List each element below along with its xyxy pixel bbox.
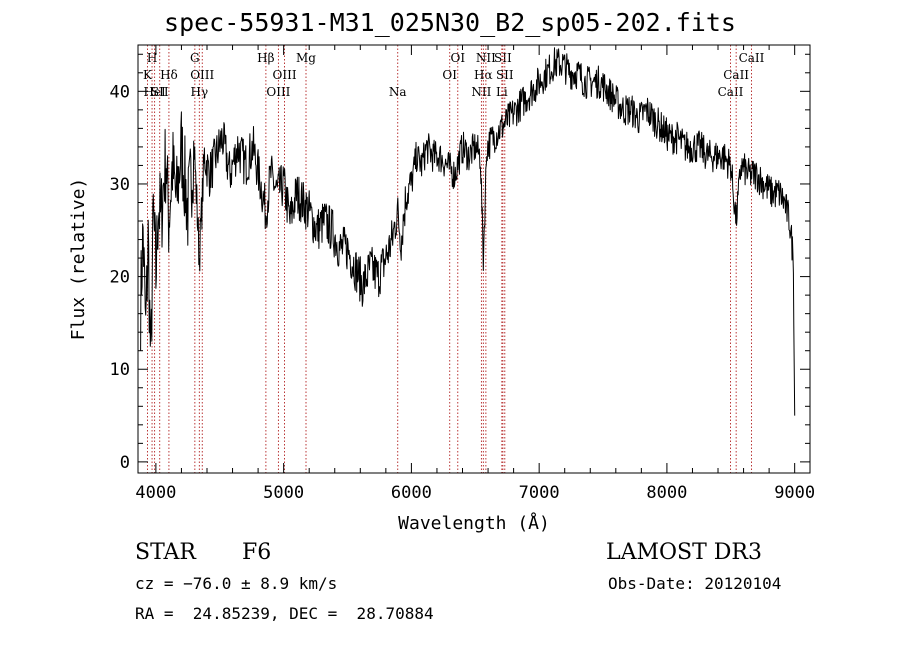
y-tick-label: 20 [110, 268, 130, 288]
y-tick-label: 0 [120, 453, 130, 473]
y-axis: 0 10 20 30 40 [110, 53, 810, 473]
line-marker-label: Hα [474, 68, 493, 82]
line-marker-label: G [190, 51, 200, 65]
line-marker-label: SII [494, 51, 512, 65]
line-marker-label: NII [476, 51, 496, 65]
line-marker-label: CaII [718, 85, 744, 99]
coordinates: RA = 24.85239, DEC = 28.70884 [135, 604, 434, 623]
x-tick-label: 4000 [135, 483, 176, 503]
spectrum-line [140, 47, 796, 416]
observation-date: Obs-Date: 20120104 [608, 574, 782, 593]
line-marker-label: Hγ [191, 85, 209, 99]
x-tick-label: 5000 [263, 483, 304, 503]
line-marker-label: K [143, 68, 153, 82]
line-marker-label: OIII [190, 68, 214, 82]
line-marker-label: SII [151, 85, 169, 99]
line-marker-label: Hδ [160, 68, 178, 82]
chart-title: spec-55931-M31_025N30_B2_sp05-202.fits [164, 8, 736, 37]
plot-frame [137, 44, 811, 474]
object-subclass: F6 [242, 540, 272, 565]
line-marker-label: Li [496, 85, 508, 99]
x-tick-label: 6000 [391, 483, 432, 503]
line-marker-label: NII [471, 85, 491, 99]
x-axis-label: Wavelength (Å) [398, 512, 550, 534]
line-marker-label: Hβ [257, 51, 274, 65]
x-tick-label: 8000 [646, 483, 687, 503]
object-class: STAR [135, 540, 196, 565]
line-marker-label: OIII [273, 68, 297, 82]
line-marker-label: CaII [723, 68, 749, 82]
survey-name: LAMOST DR3 [606, 540, 762, 565]
line-marker-label: OI [442, 68, 457, 82]
x-axis: 4000 5000 6000 7000 8000 9000 [135, 45, 815, 503]
line-marker-label: Na [389, 85, 407, 99]
y-axis-label: Flux (relative) [68, 178, 89, 341]
line-marker-label: OIII [266, 85, 290, 99]
x-tick-label: 9000 [774, 483, 815, 503]
line-marker-label: H [147, 51, 157, 65]
line-marker-label: OI [450, 51, 465, 65]
line-marker-label: SII [496, 68, 514, 82]
redshift-velocity: cz = −76.0 ± 8.9 km/s [135, 574, 338, 593]
line-marker-label: HeI [143, 85, 166, 99]
y-tick-label: 30 [110, 175, 130, 195]
y-tick-label: 40 [110, 82, 130, 102]
line-markers-group: KHHeISIIHδGHγOIIIHβOIIIOIIIMgNaOIOINIIHα… [143, 45, 765, 473]
y-tick-label: 10 [110, 360, 130, 380]
x-tick-label: 7000 [519, 483, 560, 503]
line-marker-label: CaII [739, 51, 765, 65]
line-marker-label: Mg [296, 51, 316, 65]
